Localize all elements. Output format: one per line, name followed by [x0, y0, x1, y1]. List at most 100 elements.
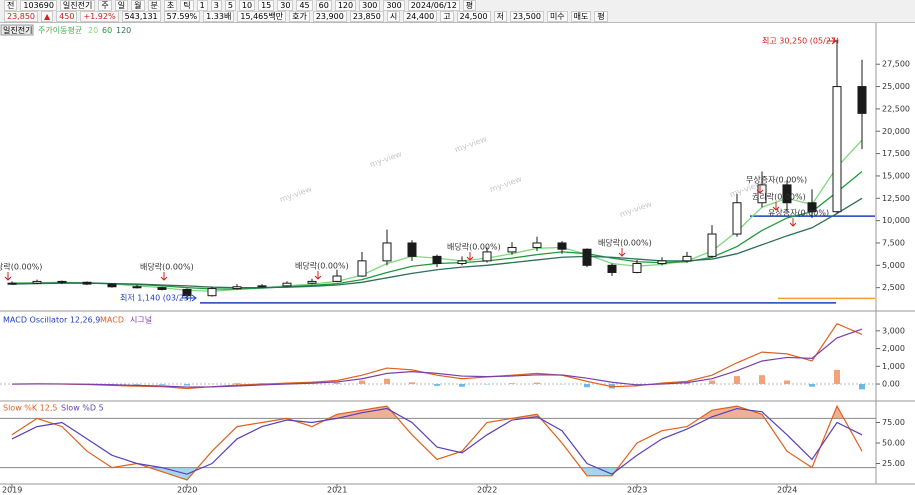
tab[interactable] — [0, 24, 34, 36]
event-arrow — [160, 272, 168, 281]
toolbar-item[interactable]: 일진전기 — [59, 0, 96, 11]
y-tick-label: 25.00 — [882, 459, 905, 468]
candle-body — [282, 282, 292, 287]
toolbar-item[interactable]: 23,900 — [312, 11, 347, 22]
oscillator-bar — [809, 384, 815, 387]
toolbar-item[interactable]: 60 — [315, 0, 332, 11]
event-label: 권리락(0.00%) — [752, 192, 806, 202]
toolbar-item[interactable]: 543,131 — [121, 11, 161, 22]
candle-body — [857, 86, 867, 114]
legend-entry: Slow %K 12,5 — [3, 404, 57, 413]
toolbar-item[interactable]: 120 — [334, 0, 357, 11]
y-tick-label: 27,500 — [882, 60, 910, 69]
toolbar-item[interactable]: 분 — [147, 0, 161, 11]
toolbar-item[interactable]: 평 — [462, 0, 477, 11]
y-tick-label: 17,500 — [882, 149, 910, 158]
arrow — [182, 294, 197, 302]
candle-body — [332, 275, 342, 282]
toolbar-item[interactable]: 주 — [98, 0, 112, 11]
toolbar-item[interactable]: 2024/06/12 — [407, 0, 460, 11]
toolbar-item[interactable]: +1.92% — [80, 11, 119, 22]
oscillator-bar — [434, 384, 440, 386]
toolbar-item[interactable]: 103690 — [20, 0, 57, 11]
toolbar-item[interactable]: 23,850 — [349, 11, 384, 22]
toolbar-item[interactable]: 고 — [440, 11, 454, 22]
toolbar-item[interactable]: 1 — [196, 0, 208, 11]
candle-body — [232, 286, 242, 290]
event-arrow — [466, 252, 474, 261]
candle-body — [182, 288, 192, 297]
y-tick-label: 1,000 — [882, 362, 905, 371]
toolbar-item[interactable]: 57.59% — [163, 11, 201, 22]
toolbar-item[interactable]: ▲ — [41, 11, 54, 22]
y-tick-label: 5,000 — [882, 261, 905, 270]
toolbar-item[interactable]: 450 — [56, 11, 78, 22]
toolbar-item[interactable]: 틱 — [180, 0, 194, 11]
y-tick-label: 15,000 — [882, 171, 910, 180]
toolbar-item[interactable]: 월 — [131, 0, 145, 11]
toolbar-item[interactable]: 23,500 — [509, 11, 544, 22]
x-tick-label: 2020 — [177, 486, 197, 495]
y-tick-label: 10,000 — [882, 216, 910, 225]
candle-body — [482, 251, 492, 262]
toolbar-item[interactable]: 평 — [594, 11, 608, 22]
event-arrow — [314, 271, 322, 280]
x-tick-label: 2021 — [327, 486, 347, 495]
toolbar-item[interactable]: 저 — [493, 11, 507, 22]
toolbar-item[interactable]: 24,400 — [403, 11, 438, 22]
macd-line — [11, 323, 863, 390]
oscillator-bar — [784, 380, 790, 385]
candle-body — [532, 242, 542, 248]
x-tick-label: 2023 — [627, 486, 647, 495]
candle-body — [732, 202, 742, 235]
toolbar-item[interactable]: 호가 — [289, 11, 310, 22]
candle-body — [32, 280, 42, 284]
legend-entry: Slow %D 5 — [61, 404, 104, 413]
y-tick-label: 7,500 — [882, 238, 905, 247]
toolbar-item[interactable]: 10 — [238, 0, 256, 11]
candle-body — [632, 263, 642, 273]
toolbar-item[interactable]: 매도 — [570, 11, 592, 22]
toolbar-item[interactable]: 3 — [210, 0, 222, 11]
oscillator-bar — [859, 384, 865, 390]
legend-entry: 시그널 — [130, 316, 152, 325]
toolbar-item[interactable]: 24,500 — [456, 11, 491, 22]
x-tick-label: 2022 — [477, 486, 497, 495]
event-label: 배당락(0.00%) — [598, 238, 652, 248]
toolbar-item[interactable]: 일 — [114, 0, 129, 11]
toolbar-item[interactable]: 300 — [383, 0, 405, 11]
oscillator-bar — [184, 384, 190, 386]
y-tick-label: 3,000 — [882, 326, 905, 335]
event-label: 배당락(0.00%) — [447, 242, 501, 252]
toolbar-item[interactable]: 30 — [277, 0, 294, 11]
toolbar-item[interactable]: 5 — [224, 0, 236, 11]
candle-body — [357, 260, 367, 277]
toolbar-item[interactable]: 300 — [359, 0, 381, 11]
candle-body — [607, 264, 617, 273]
candle-body — [757, 184, 767, 204]
toolbar-item[interactable]: 초 — [163, 0, 178, 11]
event-label: 배당락(0.00%) — [295, 261, 349, 271]
toolbar-item[interactable]: 전 — [4, 0, 18, 11]
toolbar-item[interactable]: 시 — [386, 11, 401, 22]
candle-body — [107, 283, 117, 288]
toolbar-item[interactable]: 미수 — [546, 11, 568, 22]
low-label: 최저 1,140 (03/23) — [120, 293, 192, 303]
candle-body — [132, 286, 142, 289]
oscillator-bar — [334, 382, 340, 385]
oscillator-bar — [384, 378, 390, 385]
y-tick-label: 22,500 — [882, 104, 910, 113]
y-tick-label: 50.00 — [882, 439, 905, 448]
toolbar-item[interactable]: 23,850 — [4, 11, 38, 22]
event-label: 당락(0.00%) — [0, 262, 42, 272]
oscillator-bar — [759, 375, 765, 385]
toolbar-row: 23,850 ▲ 450 +1.92% 543,131 57.59% 1.33배 15,465… — [0, 11, 915, 22]
toolbar-row: 전 103690 일진전기 주 일 월 분 초 틱 1 3 5 10 15 30 45 60 120 300 300 2… — [0, 0, 915, 11]
candle-body — [582, 248, 592, 266]
toolbar-item[interactable]: 45 — [296, 0, 313, 11]
toolbar-item[interactable]: 15,465백만 — [237, 11, 287, 22]
toolbar-item[interactable]: 15 — [258, 0, 275, 11]
toolbar-item[interactable]: 1.33배 — [203, 11, 235, 22]
candle-body — [657, 260, 667, 265]
